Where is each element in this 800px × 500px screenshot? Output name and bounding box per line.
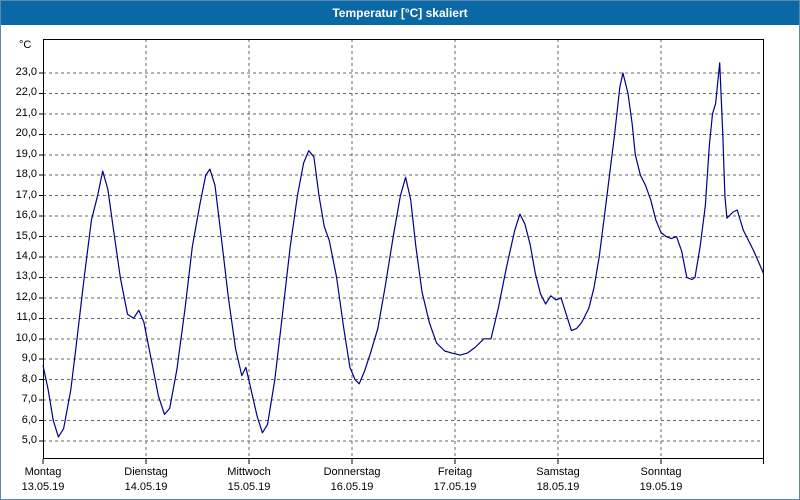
x-day-date: 18.05.19 xyxy=(536,481,580,493)
x-day-label: Sonntag 19.05.19 xyxy=(619,465,703,495)
x-day-label: Donnerstag 16.05.19 xyxy=(310,465,394,495)
x-day-name: Sonntag xyxy=(640,466,682,478)
x-day-date: 19.05.19 xyxy=(639,481,683,493)
x-day-label: Samstag 18.05.19 xyxy=(516,465,600,495)
x-day-label: Montag 13.05.19 xyxy=(1,465,85,495)
x-day-date: 17.05.19 xyxy=(433,481,477,493)
y-tick-label: 21,0 xyxy=(15,106,37,119)
window-titlebar: Temperatur [°C] skaliert xyxy=(1,1,799,25)
x-day-date: 13.05.19 xyxy=(21,481,65,493)
x-day-date: 15.05.19 xyxy=(227,481,271,493)
y-tick-label: 9,0 xyxy=(21,352,37,365)
x-day-name: Dienstag xyxy=(124,466,168,478)
plot-border xyxy=(43,39,764,459)
y-tick-label: 23,0 xyxy=(15,66,37,78)
y-tick-label: 16,0 xyxy=(15,209,37,222)
x-day-date: 14.05.19 xyxy=(124,481,168,493)
y-tick-label: 5,0 xyxy=(21,434,37,446)
x-day-label: Dienstag 14.05.19 xyxy=(104,465,188,495)
x-day-name: Freitag xyxy=(437,466,473,478)
temperature-line xyxy=(42,62,765,438)
y-tick-label: 7,0 xyxy=(21,393,37,406)
x-day-name: Mittwoch xyxy=(227,466,271,478)
y-tick-label: 15,0 xyxy=(15,229,37,242)
chart-area: °C 23,0 22,0 21,0 20,0 19,0 18,0 17,0 16,0 15,0 1… xyxy=(1,25,799,499)
x-day-name: Montag xyxy=(24,466,62,478)
y-tick-label: 20,0 xyxy=(15,127,37,140)
x-day-label: Freitag 17.05.19 xyxy=(413,465,497,495)
x-day-name: Donnerstag xyxy=(323,466,381,478)
y-tick-label: 19,0 xyxy=(15,147,37,160)
y-tick-label: 18,0 xyxy=(15,168,37,181)
y-tick-label: 6,0 xyxy=(21,413,37,426)
y-tick-label: 14,0 xyxy=(15,250,37,262)
x-day-date: 16.05.19 xyxy=(330,481,374,493)
x-day-label: Mittwoch 15.05.19 xyxy=(207,465,291,495)
y-tick-label: 13,0 xyxy=(15,270,37,283)
plot-canvas xyxy=(39,39,765,464)
y-tick-label: 10,0 xyxy=(15,331,37,344)
y-axis-unit-label: °C xyxy=(19,39,32,51)
y-tick-label: 17,0 xyxy=(15,188,37,201)
y-tick-label: 11,0 xyxy=(16,311,37,324)
y-tick-label: 8,0 xyxy=(21,372,37,385)
window-title: Temperatur [°C] skaliert xyxy=(332,6,468,20)
y-tick-label: 22,0 xyxy=(15,86,37,99)
x-day-name: Samstag xyxy=(536,466,580,478)
y-tick-label: 12,0 xyxy=(15,290,37,303)
